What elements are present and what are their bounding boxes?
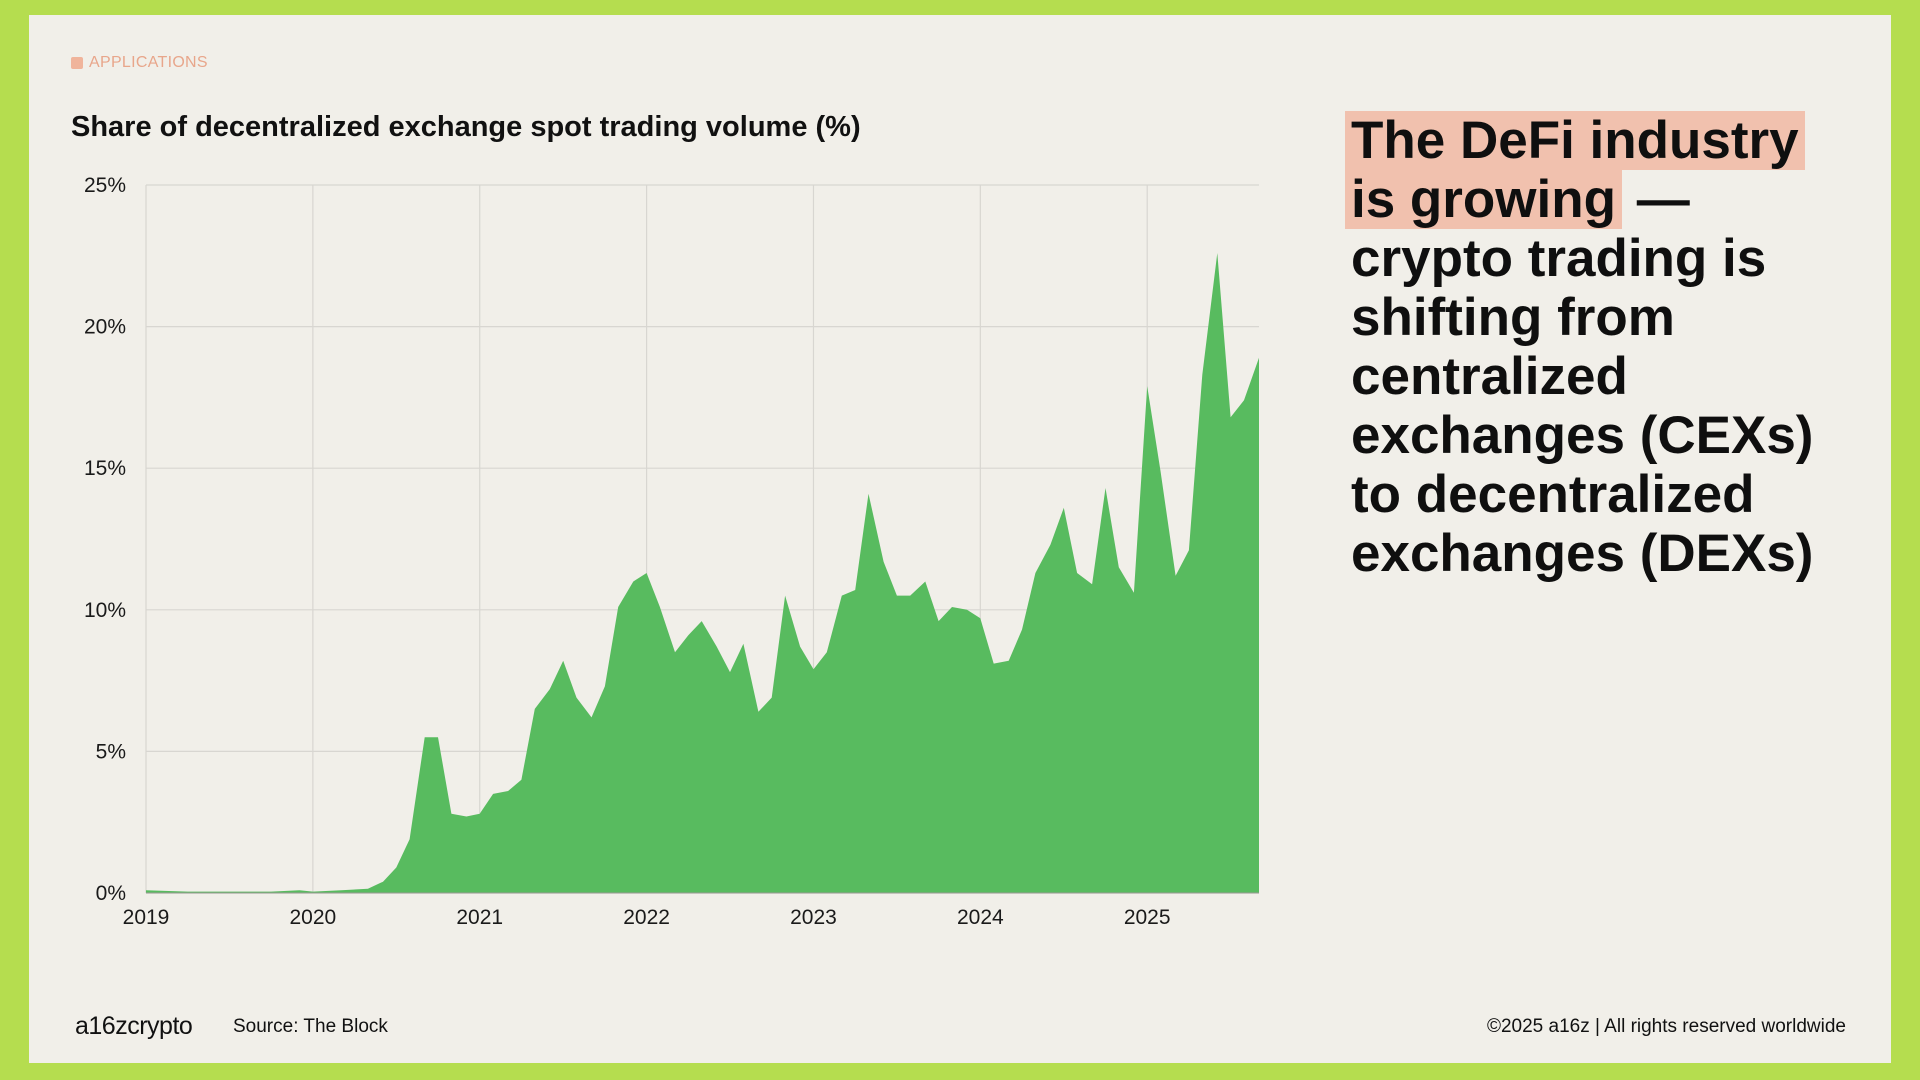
source-note: Source: The Block — [233, 1016, 388, 1037]
y-tick-label: 0% — [96, 882, 126, 905]
section-tag-marker — [71, 57, 83, 69]
area-series — [146, 253, 1259, 893]
slide-canvas: APPLICATIONS Share of decentralized exch… — [29, 15, 1891, 1063]
area-chart: 0% 5% 10% 15% 20% 25% 2019 2020 2021 2022 2023 2024… — [84, 174, 1259, 929]
x-tick-label: 2020 — [290, 906, 337, 929]
y-tick-label: 20% — [84, 316, 126, 339]
headline-line-4: shifting from — [1351, 288, 1675, 347]
headline-line-3: crypto trading is — [1351, 229, 1767, 288]
section-tag: APPLICATIONS — [71, 54, 208, 72]
x-tick-label: 2022 — [623, 906, 670, 929]
headline-highlight-1: The DeFi industry — [1345, 111, 1805, 170]
headline-line-6: exchanges (CEXs) — [1351, 406, 1814, 465]
brand-logo: a16zcrypto — [75, 1012, 193, 1040]
x-tick-label: 2019 — [123, 906, 170, 929]
headline-line-5: centralized — [1351, 347, 1628, 406]
headline-line-7: to decentralized — [1351, 465, 1755, 524]
x-tick-label: 2021 — [456, 906, 503, 929]
y-tick-label: 15% — [84, 457, 126, 480]
chart-title: Share of decentralized exchange spot tra… — [71, 111, 861, 143]
headline-dash: — — [1622, 170, 1690, 229]
headline-line-8: exchanges (DEXs) — [1351, 524, 1814, 583]
x-tick-label: 2023 — [790, 906, 837, 929]
y-tick-label: 10% — [84, 599, 126, 622]
x-tick-label: 2025 — [1124, 906, 1171, 929]
headline-highlight-2: is growing — [1345, 170, 1622, 229]
section-tag-label: APPLICATIONS — [89, 54, 208, 71]
y-tick-label: 5% — [96, 740, 126, 763]
x-tick-label: 2024 — [957, 906, 1004, 929]
y-tick-label: 25% — [84, 174, 126, 197]
headline: The DeFi industry is growing — crypto tr… — [1345, 111, 1871, 583]
copyright-note: ©2025 a16z | All rights reserved worldwi… — [1486, 1016, 1846, 1037]
